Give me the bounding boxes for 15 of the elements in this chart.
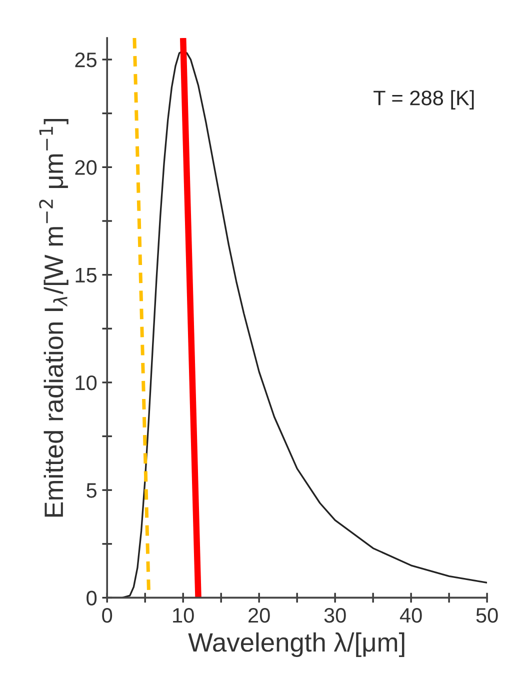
annotation: T = 288 [K] (374, 90, 474, 110)
y-axis-title: Emitted radiation I$_{λ}$/[W m$^{−2}$ μm$^{−1}$] (39, 118, 68, 517)
x-tick-label: 0 (102, 608, 112, 623)
y-tick-label: 5 (86, 483, 97, 498)
y-tick-label: 20 (75, 160, 97, 175)
x-tick-label: 20 (248, 608, 270, 623)
y-tick-label: 25 (75, 52, 97, 68)
y-tick-label: 10 (76, 375, 97, 390)
x-axis-title: Wavelength λ/[μm] (188, 632, 404, 658)
y-tick-label: 15 (76, 268, 97, 283)
x-tick-label: 50 (476, 608, 498, 623)
y-tick-label: 0 (86, 590, 97, 606)
x-tick-label: 40 (400, 608, 422, 623)
x-tick-label: 30 (324, 608, 346, 623)
x-tick-label: 10 (173, 608, 194, 623)
